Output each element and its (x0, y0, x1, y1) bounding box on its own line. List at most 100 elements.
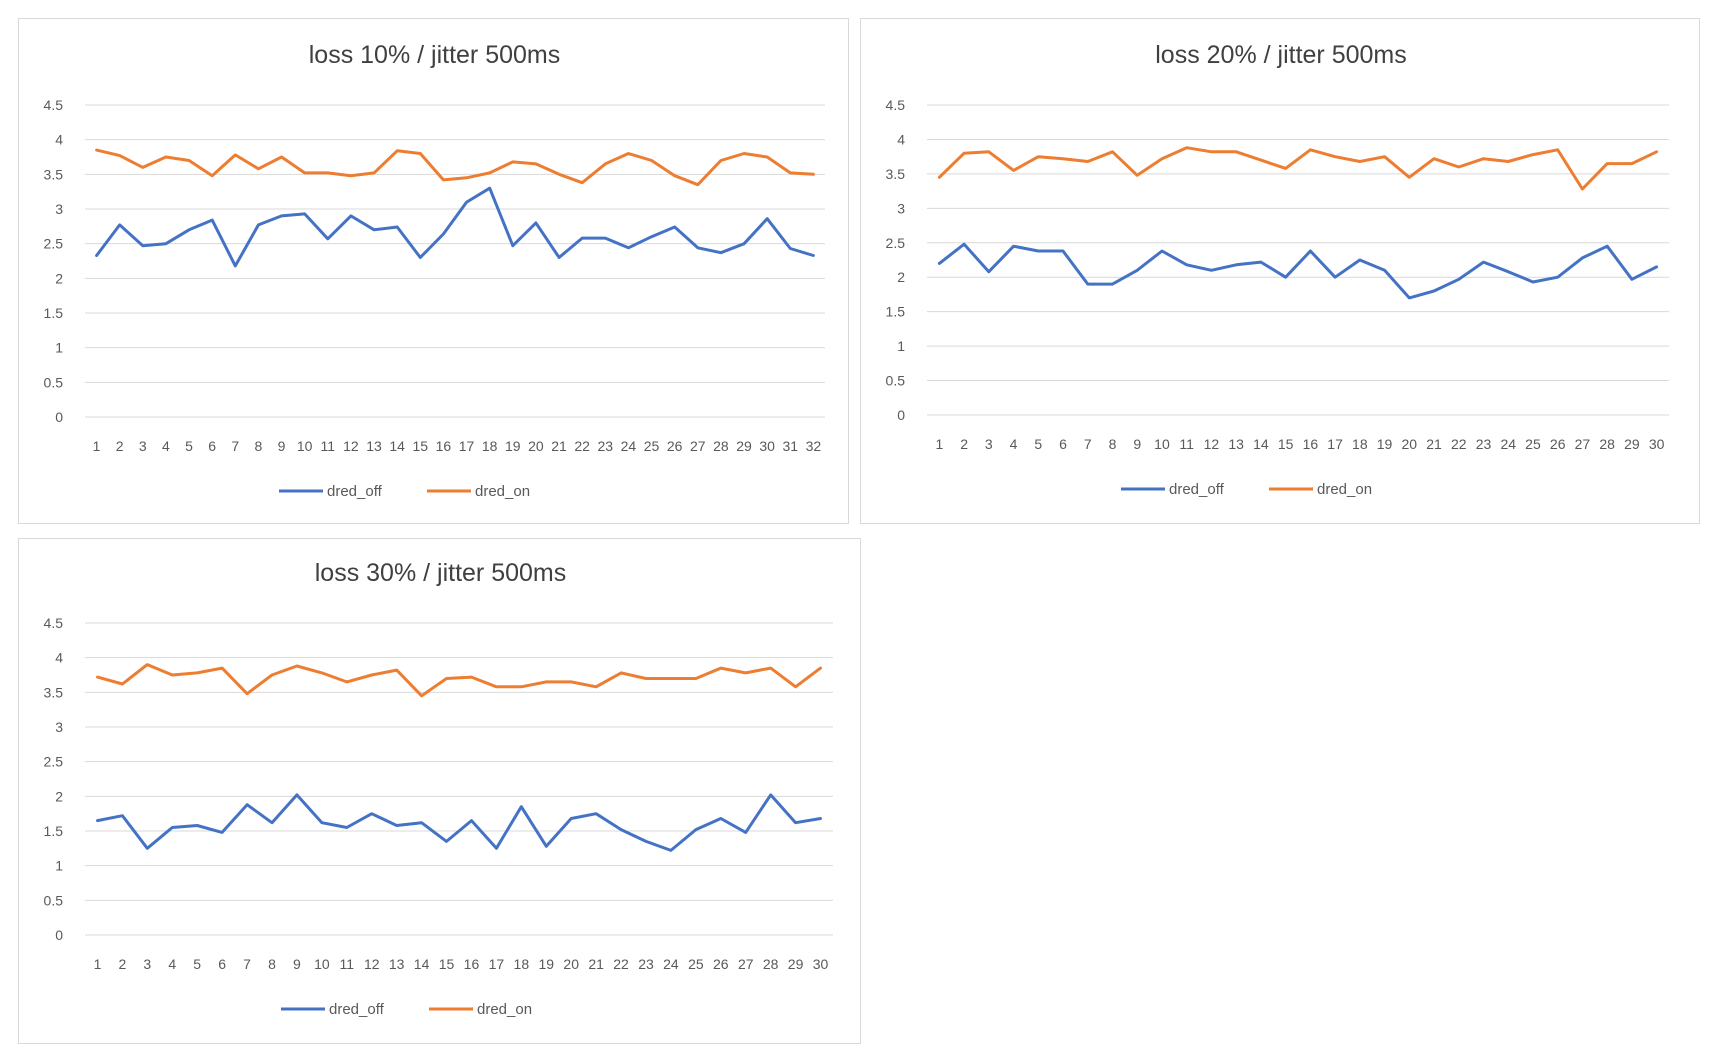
x-tick-label: 27 (690, 438, 706, 454)
x-tick-label: 3 (139, 438, 147, 454)
data-point-dred_off (719, 817, 722, 820)
data-point-dred_off (488, 187, 491, 190)
data-point-dred_on (1606, 162, 1609, 165)
series-line-dred_on (96, 663, 822, 698)
data-point-dred_off (520, 805, 523, 808)
x-tick-label: 29 (1624, 436, 1640, 452)
data-point-dred_on (558, 173, 561, 176)
data-point-dred_on (545, 680, 548, 683)
x-tick-label: 7 (1084, 436, 1092, 452)
legend-label-dred_off: dred_off (329, 1001, 385, 1018)
data-point-dred_on (1309, 148, 1312, 151)
y-tick-label: 3.5 (44, 684, 64, 700)
data-point-dred_on (211, 174, 214, 177)
x-tick-label: 19 (1377, 436, 1393, 452)
data-point-dred_on (1259, 159, 1262, 162)
data-point-dred_off (295, 793, 298, 796)
data-point-dred_off (221, 831, 224, 834)
x-tick-label: 12 (1204, 436, 1220, 452)
x-tick-label: 25 (1525, 436, 1541, 452)
data-point-dred_off (188, 228, 191, 231)
x-tick-label: 25 (644, 438, 660, 454)
data-point-dred_off (694, 828, 697, 831)
data-point-dred_off (118, 223, 121, 226)
data-point-dred_off (495, 847, 498, 850)
data-point-dred_off (1556, 276, 1559, 279)
data-point-dred_off (1531, 281, 1534, 284)
x-tick-label: 11 (1179, 436, 1194, 452)
data-point-dred_off (1235, 263, 1238, 266)
data-point-dred_off (1284, 276, 1287, 279)
data-point-dred_off (511, 244, 514, 247)
data-point-dred_on (1507, 160, 1510, 163)
x-tick-label: 11 (340, 956, 355, 972)
data-point-dred_on (766, 156, 769, 159)
data-point-dred_off (1111, 283, 1114, 286)
data-point-dred_on (511, 160, 514, 163)
data-point-dred_on (1136, 174, 1139, 177)
data-point-dred_off (445, 840, 448, 843)
data-point-dred_off (1334, 276, 1337, 279)
data-point-dred_off (645, 840, 648, 843)
data-point-dred_on (1037, 155, 1040, 158)
data-point-dred_on (141, 166, 144, 169)
y-tick-label: 4.5 (44, 97, 64, 113)
data-point-dred_on (604, 162, 607, 165)
x-tick-label: 12 (343, 438, 359, 454)
data-point-dred_off (650, 235, 653, 238)
x-tick-label: 22 (574, 438, 590, 454)
data-point-dred_off (1037, 250, 1040, 253)
data-point-dred_on (495, 685, 498, 688)
x-tick-label: 2 (960, 436, 968, 452)
data-point-dred_off (257, 223, 260, 226)
line-chart-svg: loss 20% / jitter 500ms 0 0.5 1 1.5 2 2.5 3 3.5 4… (886, 41, 1669, 498)
legend-label-dred_off: dred_off (327, 483, 383, 500)
data-point-dred_off (789, 247, 792, 250)
legend-label-dred_on: dred_on (475, 483, 530, 500)
y-tick-label: 1 (55, 340, 63, 356)
y-tick-label: 2 (55, 788, 63, 804)
data-point-dred_off (570, 817, 573, 820)
data-point-dred_on (470, 676, 473, 679)
data-point-dred_on (1062, 157, 1065, 160)
x-tick-label: 8 (1109, 436, 1117, 452)
data-point-dred_off (271, 821, 274, 824)
x-tick-label: 14 (1253, 436, 1269, 452)
data-point-dred_off (246, 803, 249, 806)
data-point-dred_on (221, 667, 224, 670)
data-point-dred_on (349, 174, 352, 177)
y-tick-label: 3 (55, 719, 63, 735)
x-tick-label: 26 (713, 956, 729, 972)
x-tick-label: 28 (763, 956, 779, 972)
data-point-dred_on (719, 667, 722, 670)
data-point-dred_on (743, 152, 746, 155)
data-point-dred_off (345, 826, 348, 829)
x-tick-label: 10 (314, 956, 330, 972)
data-point-dred_on (164, 156, 167, 159)
x-tick-label: 18 (514, 956, 530, 972)
x-tick-label: 26 (1550, 436, 1566, 452)
data-point-dred_on (488, 171, 491, 174)
data-point-dred_off (669, 849, 672, 852)
x-tick-label: 3 (143, 956, 151, 972)
data-point-dred_off (1433, 290, 1436, 293)
data-point-dred_off (396, 226, 399, 229)
data-point-dred_on (789, 171, 792, 174)
x-tick-label: 14 (414, 956, 430, 972)
data-point-dred_off (1259, 261, 1262, 264)
x-tick-label: 6 (208, 438, 216, 454)
data-point-dred_off (769, 793, 772, 796)
y-tick-label: 4 (55, 650, 63, 666)
data-point-dred_on (118, 154, 121, 157)
data-point-dred_on (1012, 169, 1015, 172)
data-point-dred_off (303, 212, 306, 215)
legend-label-dred_off: dred_off (1169, 481, 1225, 498)
x-tick-label: 21 (588, 956, 604, 972)
x-tick-label: 17 (1327, 436, 1343, 452)
x-tick-label: 21 (1426, 436, 1442, 452)
data-point-dred_off (766, 217, 769, 220)
data-point-dred_off (1086, 283, 1089, 286)
data-point-dred_on (819, 667, 822, 670)
x-tick-label: 24 (663, 956, 679, 972)
data-point-dred_on (595, 685, 598, 688)
